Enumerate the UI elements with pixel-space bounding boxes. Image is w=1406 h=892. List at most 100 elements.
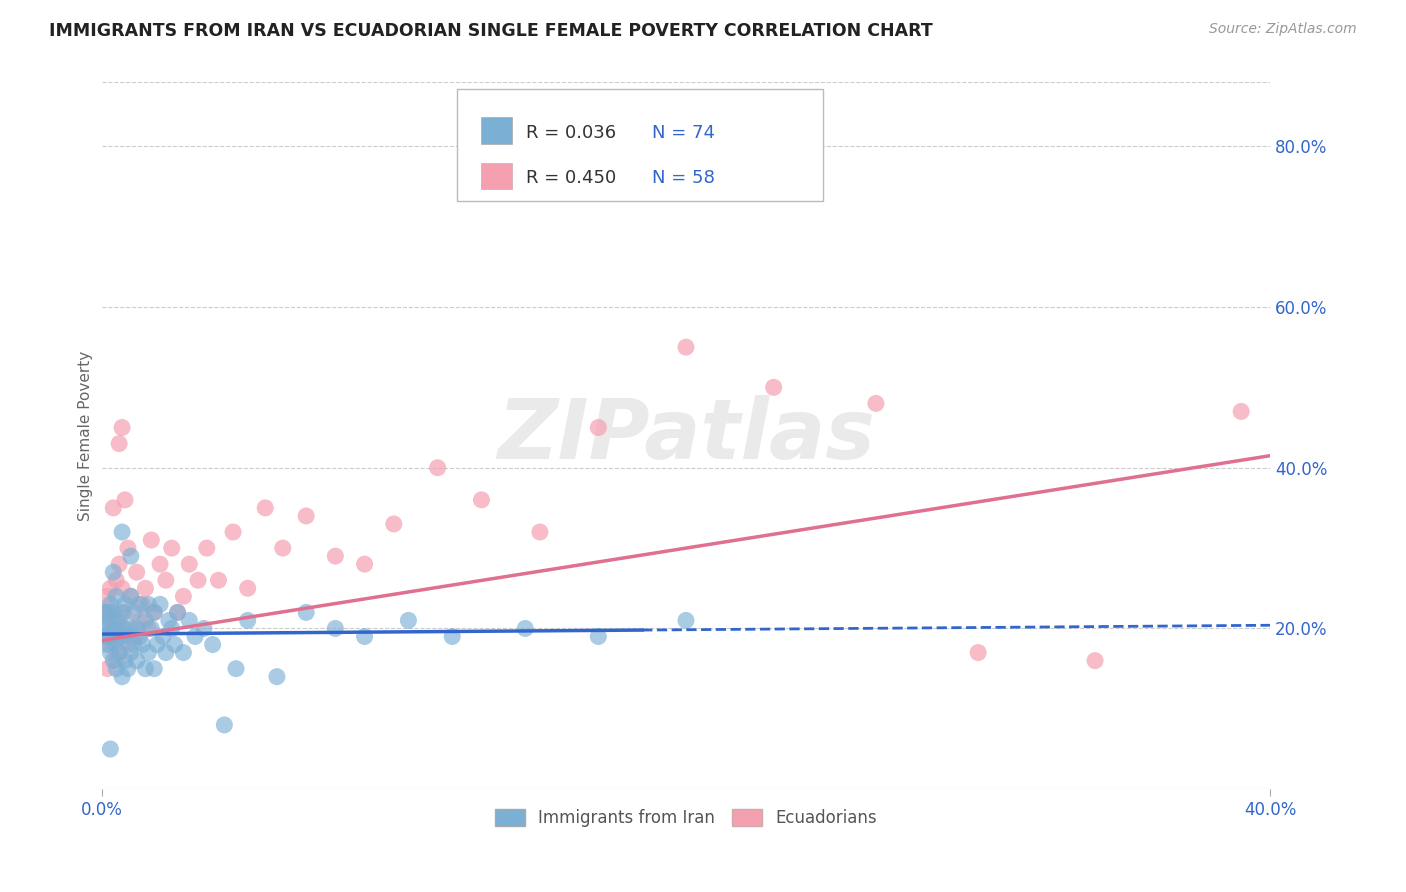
Point: [111, 582, 134, 596]
Point: [179, 557, 201, 571]
Point: [103, 622, 125, 636]
Point: [105, 614, 128, 628]
Point: [117, 662, 139, 676]
Point: [96, 662, 118, 676]
Text: IMMIGRANTS FROM IRAN VS ECUADORIAN SINGLE FEMALE POVERTY CORRELATION CHART: IMMIGRANTS FROM IRAN VS ECUADORIAN SINGL…: [49, 22, 934, 40]
Point: [295, 606, 318, 620]
Point: [93, 606, 115, 620]
Point: [143, 606, 166, 620]
Point: [98, 638, 121, 652]
Point: [152, 630, 174, 644]
Point: [120, 549, 142, 563]
Point: [157, 614, 180, 628]
Point: [120, 590, 142, 604]
Text: R = 0.036: R = 0.036: [526, 124, 616, 142]
Point: [108, 614, 131, 628]
Point: [108, 630, 131, 644]
Point: [134, 614, 156, 628]
Text: R = 0.450: R = 0.450: [526, 169, 616, 186]
Point: [195, 541, 218, 555]
Point: [967, 646, 990, 660]
Point: [396, 614, 419, 628]
Legend: Immigrants from Iran, Ecuadorians: Immigrants from Iran, Ecuadorians: [488, 803, 883, 834]
Point: [254, 500, 277, 515]
Point: [1230, 404, 1253, 418]
Point: [675, 340, 697, 354]
Point: [98, 630, 121, 644]
Point: [138, 646, 160, 660]
Point: [111, 622, 134, 636]
Point: [128, 614, 150, 628]
Point: [98, 742, 121, 756]
Point: [236, 614, 259, 628]
Point: [138, 598, 160, 612]
Point: [353, 630, 375, 644]
Point: [103, 500, 125, 515]
Point: [98, 606, 121, 620]
Point: [120, 646, 142, 660]
Point: [93, 606, 115, 620]
Point: [325, 549, 347, 563]
Point: [470, 492, 492, 507]
Point: [128, 630, 150, 644]
Point: [131, 638, 153, 652]
Point: [179, 614, 201, 628]
Point: [114, 654, 136, 668]
Point: [138, 622, 160, 636]
Point: [96, 606, 118, 620]
Point: [96, 590, 118, 604]
Point: [108, 436, 131, 450]
Point: [105, 638, 128, 652]
Point: [98, 598, 121, 612]
Text: ZIPatlas: ZIPatlas: [498, 395, 875, 476]
Point: [515, 622, 537, 636]
Point: [103, 565, 125, 579]
Point: [125, 654, 148, 668]
Point: [675, 614, 697, 628]
Point: [108, 557, 131, 571]
Point: [103, 630, 125, 644]
Point: [325, 622, 347, 636]
Point: [111, 670, 134, 684]
Point: [160, 541, 183, 555]
Point: [111, 420, 134, 434]
Point: [295, 508, 318, 523]
Point: [103, 606, 125, 620]
Point: [117, 541, 139, 555]
Point: [125, 565, 148, 579]
Point: [172, 590, 194, 604]
Point: [98, 582, 121, 596]
Point: [214, 718, 236, 732]
Point: [201, 638, 224, 652]
Point: [134, 662, 156, 676]
Text: N = 58: N = 58: [652, 169, 716, 186]
Point: [122, 630, 145, 644]
Point: [111, 630, 134, 644]
Text: Source: ZipAtlas.com: Source: ZipAtlas.com: [1209, 22, 1357, 37]
Point: [103, 654, 125, 668]
Point: [105, 622, 128, 636]
Point: [588, 630, 610, 644]
Point: [149, 598, 172, 612]
Point: [529, 524, 551, 539]
Point: [865, 396, 887, 410]
Point: [105, 590, 128, 604]
Point: [111, 524, 134, 539]
Point: [762, 380, 785, 394]
Y-axis label: Single Female Poverty: Single Female Poverty: [79, 351, 93, 521]
Point: [271, 541, 294, 555]
Point: [141, 533, 163, 547]
Point: [91, 622, 114, 636]
Point: [114, 606, 136, 620]
Point: [155, 646, 177, 660]
Point: [98, 614, 121, 628]
Point: [207, 573, 229, 587]
Point: [187, 573, 209, 587]
Point: [146, 638, 169, 652]
Point: [588, 420, 610, 434]
Text: N = 74: N = 74: [652, 124, 716, 142]
Point: [141, 622, 163, 636]
Point: [143, 606, 166, 620]
Point: [105, 573, 128, 587]
Point: [184, 630, 207, 644]
